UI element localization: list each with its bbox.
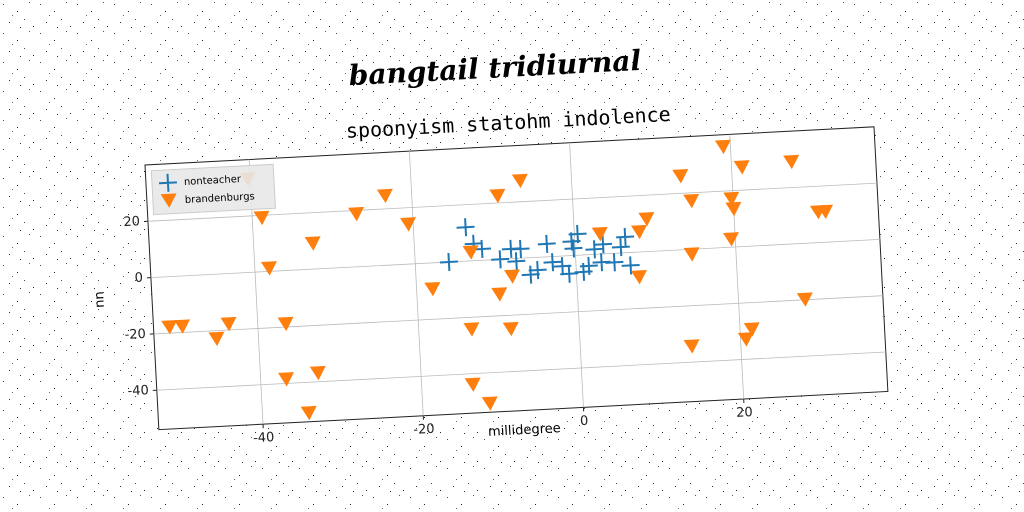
point — [611, 238, 630, 257]
point — [260, 261, 277, 276]
point — [616, 227, 635, 246]
point — [489, 188, 506, 204]
point — [605, 253, 624, 272]
y-grid-line — [156, 351, 886, 391]
point — [564, 239, 583, 258]
point — [714, 139, 731, 155]
y-tick-label: -40 — [127, 383, 149, 399]
point — [683, 247, 700, 262]
x-tick-label: 0 — [580, 414, 589, 429]
point — [464, 377, 481, 392]
point — [400, 217, 417, 232]
y-axis-label: nn — [92, 291, 108, 308]
point — [585, 240, 604, 259]
point — [579, 256, 598, 275]
point — [348, 206, 365, 222]
point — [783, 154, 800, 170]
point — [722, 232, 739, 247]
x-grid-line — [408, 151, 424, 416]
point — [462, 245, 479, 260]
point — [491, 287, 508, 302]
plot-area: spoonyism statohm indolence millidegree … — [92, 102, 889, 446]
point — [220, 316, 237, 332]
point — [456, 218, 475, 237]
x-tick-label: 20 — [736, 405, 753, 421]
legend-marker — [160, 193, 177, 208]
point — [683, 339, 700, 354]
point — [725, 201, 742, 217]
point — [424, 281, 441, 297]
point — [253, 210, 270, 226]
point — [277, 316, 294, 332]
point — [463, 322, 480, 337]
point — [502, 321, 519, 337]
point — [304, 236, 321, 251]
point — [591, 226, 608, 242]
point — [300, 405, 317, 421]
point — [543, 253, 562, 272]
point — [638, 212, 655, 227]
point — [376, 188, 393, 204]
point — [521, 265, 540, 284]
point — [503, 269, 520, 284]
y-grid-line — [153, 295, 883, 335]
point — [309, 365, 326, 381]
point — [630, 224, 647, 240]
point — [621, 256, 640, 275]
point — [743, 322, 760, 337]
point — [593, 235, 613, 254]
x-grid-line — [729, 134, 745, 400]
point — [630, 270, 647, 285]
legend-label: nonteacher — [184, 174, 242, 188]
axes-frame — [144, 126, 889, 431]
point — [511, 173, 528, 189]
point — [737, 332, 754, 347]
point — [511, 239, 530, 258]
legend-label: brandenburgs — [185, 191, 255, 206]
point — [528, 261, 547, 280]
x-tick-label: -40 — [253, 430, 275, 446]
legend: nonteacher brandenburgs — [150, 163, 276, 216]
y-tick-label: 0 — [134, 271, 143, 286]
point — [817, 204, 834, 220]
point — [683, 193, 700, 209]
point — [560, 264, 579, 283]
point — [208, 331, 225, 347]
point — [796, 292, 813, 307]
point — [733, 160, 750, 175]
point — [481, 396, 498, 411]
legend-marker — [158, 173, 178, 192]
point — [491, 250, 510, 269]
point — [161, 320, 178, 335]
point — [507, 252, 526, 271]
y-grid-line — [147, 182, 877, 222]
y-tick-label: -20 — [124, 327, 146, 343]
x-grid-line — [569, 142, 584, 408]
y-tick-label: 20 — [123, 214, 140, 230]
point — [174, 319, 191, 334]
point — [723, 191, 740, 207]
point — [278, 372, 294, 387]
point — [537, 234, 556, 253]
x-axis-label: millidegree — [488, 421, 561, 440]
point — [672, 169, 689, 184]
legend-box — [150, 163, 276, 216]
point — [439, 252, 458, 272]
point — [562, 232, 581, 251]
x-tick-label: -20 — [413, 422, 435, 438]
